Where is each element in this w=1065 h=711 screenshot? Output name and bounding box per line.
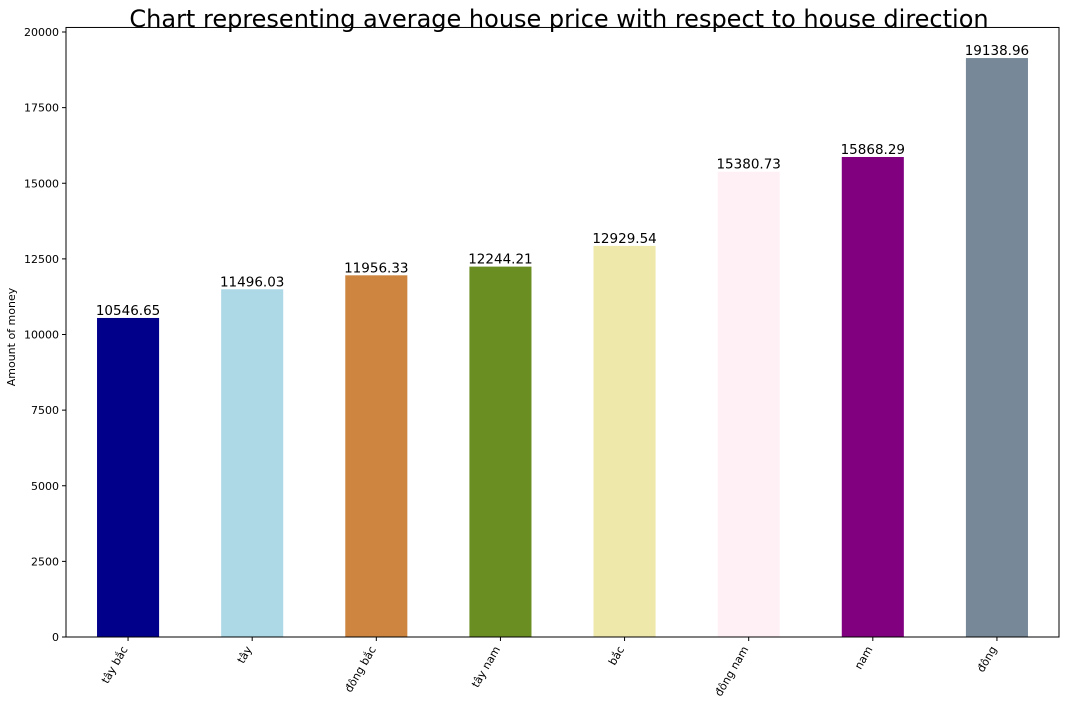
data-label: 10546.65 — [96, 303, 160, 319]
x-tick-label: đông bắc — [342, 644, 379, 695]
y-tick-label: 2500 — [31, 555, 59, 568]
y-tick-label: 15000 — [24, 177, 59, 190]
bar — [97, 317, 160, 637]
data-label: 12244.21 — [468, 252, 532, 268]
x-tick-label: nam — [852, 644, 875, 672]
y-tick-label: 10000 — [24, 329, 59, 342]
data-label: 12929.54 — [592, 231, 656, 247]
data-label: 11956.33 — [344, 260, 408, 276]
plot-area: 10546.65 11496.03 11956.33 12244.21 12929.54… — [24, 26, 1060, 699]
x-tick-label: đông nam — [712, 644, 751, 699]
x-tick-label: tây nam — [469, 644, 503, 690]
y-tick-label: 12500 — [24, 253, 59, 266]
bar — [221, 289, 284, 637]
data-label: 11496.03 — [220, 274, 284, 290]
bar — [841, 156, 904, 638]
bar — [469, 266, 532, 637]
x-tick-label: tây bắc — [99, 644, 131, 686]
bar — [965, 58, 1028, 638]
x-tick-label: bắc — [606, 644, 627, 668]
data-label: 15868.29 — [841, 142, 905, 158]
bar — [717, 171, 780, 638]
chart-title: Chart representing average house price w… — [129, 5, 988, 33]
x-tick-label: đông — [974, 644, 999, 674]
y-tick-label: 17500 — [24, 102, 59, 115]
data-label: 15380.73 — [716, 157, 780, 173]
axes-frame — [65, 26, 1060, 638]
x-tick-label: tây — [235, 644, 255, 666]
y-tick-label: 20000 — [24, 26, 59, 39]
y-axis-label: Amount of money — [5, 287, 18, 386]
y-tick-label: 7500 — [31, 404, 59, 417]
bar — [593, 245, 656, 637]
bar — [345, 275, 408, 637]
data-label: 19138.96 — [965, 43, 1029, 59]
y-tick-label: 0 — [52, 631, 59, 644]
y-tick-label: 5000 — [31, 480, 59, 493]
